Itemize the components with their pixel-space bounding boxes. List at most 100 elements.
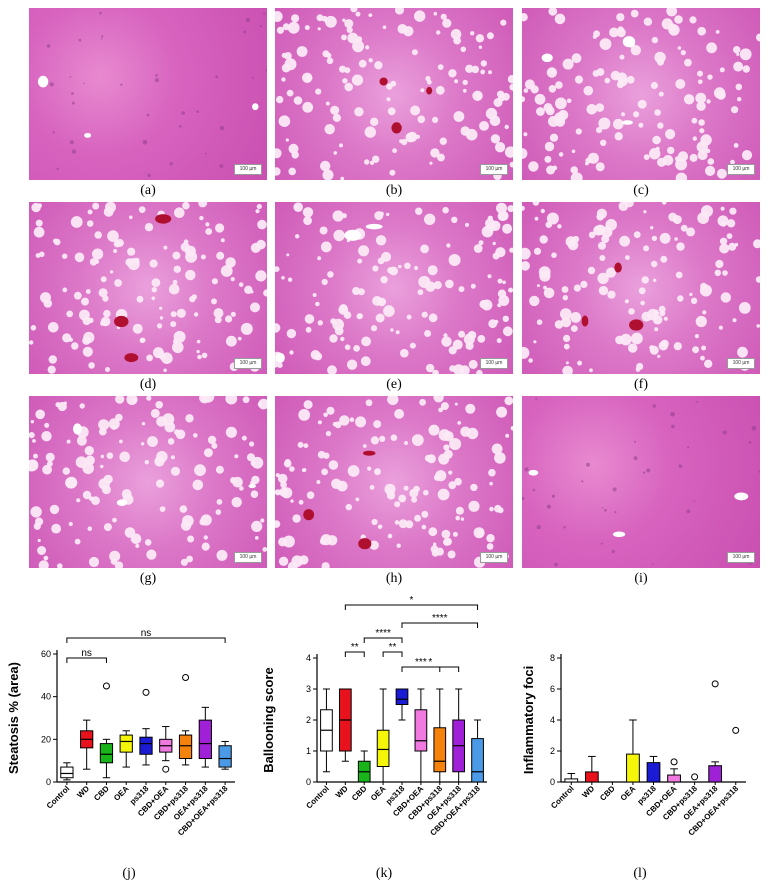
vacuole	[502, 315, 509, 322]
vacuole	[330, 105, 340, 115]
vacuole	[256, 203, 262, 210]
vacuole	[536, 284, 540, 288]
vacuole	[756, 324, 760, 328]
vacuole	[146, 113, 150, 117]
vacuole	[232, 476, 243, 488]
vacuole	[329, 334, 338, 343]
vacuole	[497, 507, 504, 514]
vacuole	[219, 125, 224, 131]
vacuole	[289, 466, 295, 472]
vacuole	[457, 421, 462, 425]
vacuole	[101, 35, 104, 38]
vacuole	[728, 242, 737, 251]
vacuole	[325, 15, 337, 28]
vacuole	[394, 501, 401, 508]
micrograph-e: 100 µm	[275, 202, 513, 374]
vacuole	[617, 26, 624, 33]
vacuole	[87, 526, 93, 531]
vacuole	[215, 223, 225, 233]
vacuole	[161, 352, 173, 364]
vacuole	[411, 49, 418, 56]
vacuole	[680, 224, 688, 232]
vacuole	[278, 115, 291, 127]
vacuole	[612, 487, 617, 492]
vacuole	[368, 13, 372, 17]
vacuole	[306, 491, 315, 499]
vacuole	[613, 118, 624, 130]
vacuole	[459, 365, 470, 374]
vacuole	[341, 34, 347, 41]
vacuole	[326, 52, 332, 59]
vacuole	[729, 207, 737, 215]
y-axis-label: Inflammatory foci	[521, 666, 536, 774]
vessel	[365, 223, 383, 230]
vacuole	[69, 76, 72, 78]
x-tick-label: Control	[549, 784, 575, 810]
outlier-point	[670, 758, 678, 766]
outlier-point	[691, 773, 699, 781]
vacuole	[39, 251, 45, 258]
vacuole	[185, 269, 196, 281]
vacuole	[127, 247, 136, 256]
vacuole	[92, 248, 104, 260]
vacuole	[200, 254, 206, 260]
vacuole	[598, 117, 611, 130]
scale-bar: 100 µm	[480, 164, 508, 175]
y-axis-label: Steatosis % (area)	[6, 662, 21, 774]
vacuole	[379, 435, 386, 442]
vacuole	[369, 160, 375, 165]
vessel	[84, 132, 92, 138]
vacuole	[244, 285, 253, 294]
vacuole	[716, 168, 727, 179]
vacuole	[386, 83, 393, 90]
box-CBD+ps318	[433, 727, 447, 773]
outlier-point	[711, 680, 719, 688]
vacuole	[69, 140, 74, 145]
x-tick-label: CBD	[92, 784, 111, 803]
vacuole	[323, 412, 328, 418]
vacuole	[275, 167, 281, 176]
vacuole	[180, 558, 188, 566]
x-tick-label: CBD	[350, 784, 369, 803]
vacuole	[718, 325, 723, 330]
vacuole	[562, 58, 574, 70]
vacuole	[663, 316, 668, 321]
vacuole	[523, 132, 528, 137]
vacuole	[646, 468, 651, 473]
vacuole	[488, 70, 492, 75]
vacuole	[173, 338, 179, 345]
vacuole	[294, 204, 299, 209]
vacuole	[736, 52, 740, 57]
vacuole	[489, 481, 493, 486]
vacuole	[48, 355, 57, 364]
panel-label-a: (a)	[140, 183, 156, 198]
vacuole	[74, 538, 81, 545]
vacuole	[561, 286, 569, 293]
vacuole	[496, 338, 502, 344]
vacuole	[201, 398, 205, 402]
vacuole	[421, 510, 429, 518]
vacuole	[219, 164, 224, 168]
vacuole	[155, 401, 163, 409]
vacuole	[114, 279, 122, 287]
vacuole	[179, 124, 182, 128]
vacuole	[570, 312, 582, 323]
vacuole	[88, 556, 100, 568]
vacuole	[189, 295, 196, 303]
vacuole	[478, 45, 483, 49]
vacuole	[333, 151, 338, 155]
vacuole	[563, 343, 570, 350]
vacuole	[284, 58, 297, 71]
vacuole	[144, 460, 149, 465]
vacuole	[452, 339, 463, 350]
box-CBD+ps318	[178, 734, 193, 760]
vacuole	[652, 404, 656, 408]
vacuole	[737, 346, 748, 358]
vacuole	[507, 205, 513, 213]
vacuole	[98, 478, 110, 490]
vessel	[116, 499, 128, 507]
vacuole	[100, 276, 107, 283]
vessel	[612, 531, 626, 538]
vessel	[622, 36, 636, 48]
vacuole	[440, 402, 449, 411]
